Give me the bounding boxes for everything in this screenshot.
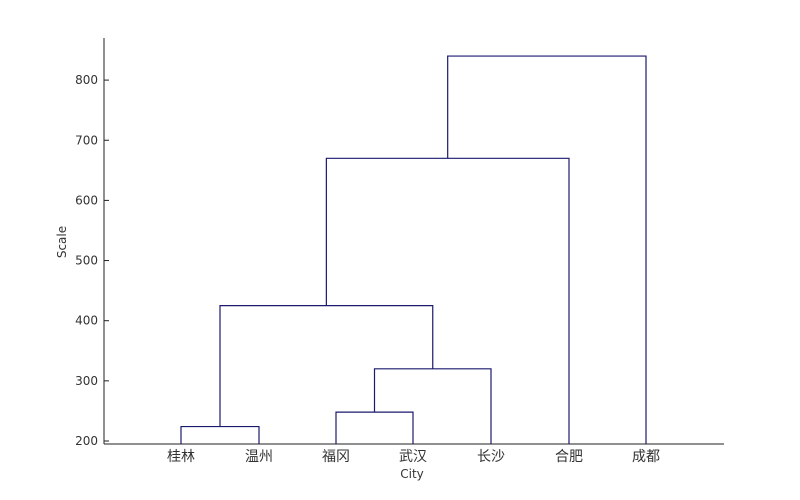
y-axis-label: Scale (55, 226, 69, 258)
y-tick-label: 400 (75, 314, 98, 328)
leaf-labels: 桂林 温州 福冈 武汉 长沙 合肥 成都 (167, 449, 660, 465)
y-tick-label: 800 (75, 73, 98, 87)
leaf-label: 武汉 (399, 449, 427, 465)
dendrogram-link (447, 55, 647, 444)
dendrogram-link (180, 425, 260, 444)
y-tick-label: 700 (75, 133, 98, 147)
y-tick-label: 200 (75, 434, 98, 448)
y-tick-label: 300 (75, 374, 98, 388)
leaf-label: 长沙 (477, 449, 505, 465)
leaf-label: 合肥 (555, 449, 583, 465)
axes: 200 300 400 500 600 700 800 (75, 38, 724, 448)
dendrogram-link (335, 411, 414, 444)
dendrogram-link (219, 305, 434, 427)
y-tick-label: 500 (75, 254, 98, 268)
leaf-label: 福冈 (322, 449, 350, 465)
leaf-label: 温州 (245, 449, 273, 465)
y-tick-label: 600 (75, 193, 98, 207)
dendrogram-link (373, 368, 492, 444)
dendrogram-link (325, 157, 570, 444)
dendrogram-links (180, 55, 647, 444)
leaf-label: 桂林 (167, 449, 195, 465)
x-axis-label: City (400, 467, 424, 481)
leaf-label: 成都 (632, 449, 660, 465)
